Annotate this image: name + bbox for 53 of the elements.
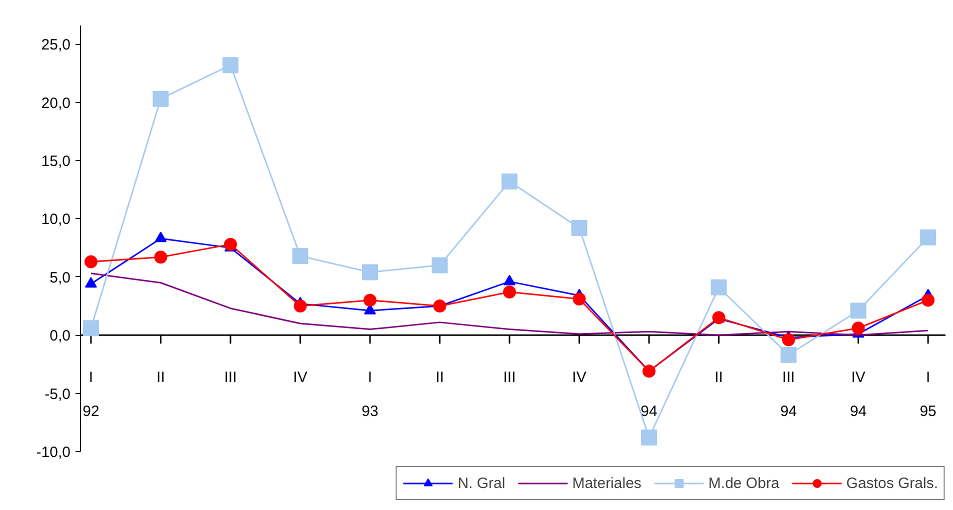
legend-label: M.de Obra: [708, 474, 780, 492]
y-tick-label: 5,0: [50, 269, 71, 286]
x-tick-label: 94: [640, 403, 658, 420]
point: [84, 255, 98, 268]
point: [710, 279, 727, 296]
x-tick-label: I 95: [920, 369, 936, 420]
y-tick-label: 20,0: [41, 94, 71, 112]
point: [362, 264, 378, 280]
point: [363, 294, 376, 307]
point: [782, 333, 796, 346]
x-tick-label: IV: [293, 369, 308, 386]
x-tick-label: IV: [572, 369, 586, 386]
point: [852, 322, 865, 335]
y-tick-label: -10,0: [36, 444, 71, 462]
y-tick-label: 10,0: [41, 211, 71, 228]
point: [920, 229, 936, 246]
x-tick-label: I 92: [82, 369, 100, 420]
point: [84, 277, 97, 288]
legend-label: Gastos Grals.: [846, 474, 938, 492]
point: [222, 57, 238, 74]
legend-label: N. Gral: [458, 474, 506, 492]
point: [502, 173, 518, 190]
point: [154, 250, 168, 264]
legend-label: Materiales: [572, 474, 642, 492]
x-tick-label: III: [224, 369, 237, 386]
point: [224, 238, 237, 251]
point: [641, 430, 658, 446]
y-tick-label: -5,0: [44, 386, 71, 403]
point: [504, 274, 516, 286]
x-tick-label: II: [436, 369, 444, 386]
point: [503, 286, 516, 299]
point: [82, 320, 99, 336]
x-tick-label: I 93: [362, 369, 378, 420]
x-tick-label: II: [714, 369, 723, 386]
point: [850, 302, 866, 319]
y-tick-label: 0,0: [50, 328, 71, 345]
point: [432, 257, 448, 274]
y-tick-label: 25,0: [41, 36, 71, 54]
point: [572, 292, 586, 306]
point: [433, 300, 446, 312]
point: [154, 232, 167, 242]
point: [642, 364, 656, 378]
point: [571, 220, 588, 236]
x-tick-label: III 94: [780, 369, 797, 420]
point: [922, 294, 935, 307]
point: [292, 248, 308, 264]
point: [152, 90, 169, 107]
x-tick-label: III: [503, 369, 516, 386]
y-tick-label: 15,0: [41, 153, 71, 170]
point: [294, 300, 307, 312]
x-tick-label: IV 94: [850, 369, 867, 420]
x-tick-label: II: [156, 369, 165, 386]
point: [780, 346, 797, 363]
